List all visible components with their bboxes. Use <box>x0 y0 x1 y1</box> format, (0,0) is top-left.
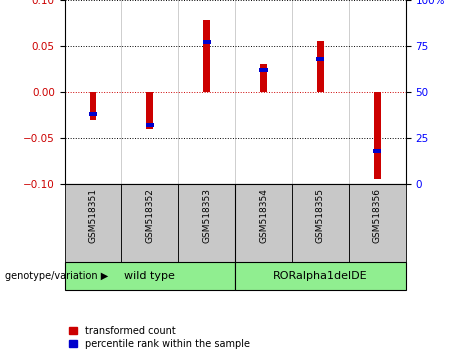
Bar <box>202 40 211 44</box>
Text: RORalpha1delDE: RORalpha1delDE <box>273 271 368 281</box>
Text: genotype/variation ▶: genotype/variation ▶ <box>5 271 108 281</box>
Bar <box>235 184 292 262</box>
Text: GSM518351: GSM518351 <box>89 188 97 243</box>
Bar <box>349 184 406 262</box>
Bar <box>65 184 121 262</box>
Bar <box>374 92 381 179</box>
Bar <box>146 123 154 127</box>
Bar <box>121 184 178 262</box>
Bar <box>260 64 267 92</box>
Bar <box>373 149 381 153</box>
Bar <box>147 92 153 129</box>
Bar <box>89 92 96 120</box>
Bar <box>203 20 210 92</box>
Bar <box>317 41 324 92</box>
Bar <box>316 57 325 61</box>
Bar <box>178 184 235 262</box>
Bar <box>235 262 406 290</box>
Text: GSM518356: GSM518356 <box>373 188 382 243</box>
Bar <box>292 184 349 262</box>
Bar <box>89 112 97 116</box>
Text: wild type: wild type <box>124 271 175 281</box>
Text: GSM518355: GSM518355 <box>316 188 325 243</box>
Text: GSM518354: GSM518354 <box>259 188 268 243</box>
Text: GSM518353: GSM518353 <box>202 188 211 243</box>
Text: GSM518352: GSM518352 <box>145 188 154 243</box>
Bar <box>260 68 268 72</box>
Legend: transformed count, percentile rank within the sample: transformed count, percentile rank withi… <box>70 326 250 349</box>
Bar <box>65 262 235 290</box>
